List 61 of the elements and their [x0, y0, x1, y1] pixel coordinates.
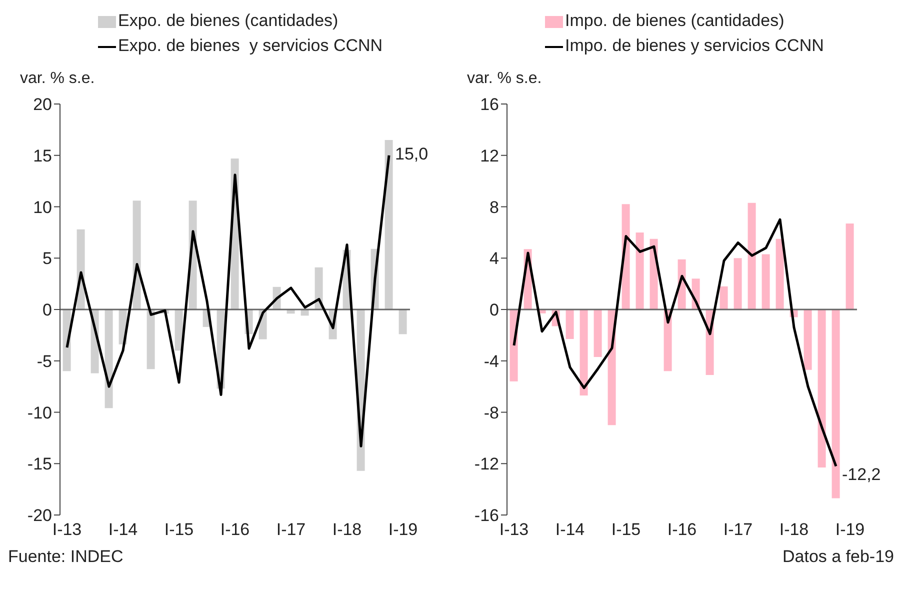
bar: [636, 232, 644, 310]
x-tick-label: I-17: [276, 520, 306, 540]
y-tick-label: -12: [474, 454, 499, 474]
y-tick-label: 10: [33, 198, 52, 217]
x-tick-label: I-15: [611, 520, 641, 540]
data-label: -12,2: [842, 465, 881, 484]
bar: [762, 254, 770, 310]
y-tick-label: 0: [42, 300, 52, 320]
text: Datos a feb-19: [781, 547, 894, 567]
legend-label: Impo. de bienes y servicios CCNN: [564, 35, 825, 57]
x-tick-label: I-19: [835, 520, 865, 540]
bar: [734, 258, 742, 310]
y-tick-label: 0: [490, 300, 499, 320]
y-tick-label: 20: [33, 95, 52, 114]
legend-label: Impo. de bienes (cantidades): [564, 10, 786, 32]
bar: [104, 310, 113, 408]
y-tick-label: 15: [33, 146, 52, 166]
bar: [566, 310, 574, 340]
y-axis-title: var. % s.e.: [19, 70, 96, 89]
bar: [776, 238, 784, 310]
x-tick-label: I-13: [499, 520, 529, 540]
source-note: Fuente: INDEC: [8, 547, 124, 567]
bar: [398, 310, 407, 334]
x-tick-label: I-18: [779, 520, 809, 540]
bar: [720, 286, 728, 310]
x-tick-label: I-15: [164, 520, 194, 540]
bar: [818, 310, 826, 468]
bar: [748, 202, 756, 310]
legend-label: Expo. de bienes y servicios CCNN: [117, 35, 384, 57]
y-tick-label: 4: [490, 249, 499, 268]
y-tick-label: -8: [484, 403, 499, 422]
x-tick-label: I-13: [52, 520, 82, 540]
y-tick-label: 12: [480, 146, 499, 166]
y-tick-label: 16: [480, 95, 499, 114]
y-tick-label: 8: [490, 198, 499, 217]
bar: [384, 140, 393, 310]
bar: [804, 310, 812, 370]
y-tick-label: -10: [27, 403, 52, 422]
legend-label: Expo. de bienes (cantidades): [117, 10, 340, 32]
y-tick-label: -20: [27, 506, 52, 526]
y-tick-label: 5: [42, 249, 52, 268]
x-tick-label: I-16: [667, 520, 697, 540]
bar: [146, 310, 155, 370]
x-tick-label: I-17: [723, 520, 753, 540]
y-axis-title: var. % s.e.: [466, 70, 543, 89]
x-tick-label: I-19: [388, 520, 418, 540]
y-tick-label: -5: [36, 352, 52, 371]
y-tick-label: -4: [484, 352, 499, 371]
bar: [846, 223, 854, 310]
y-tick-label: -15: [27, 454, 52, 474]
bar: [832, 310, 840, 498]
y-tick-label: -16: [474, 506, 499, 526]
x-tick-label: I-16: [220, 520, 250, 540]
x-tick-label: I-18: [332, 520, 362, 540]
x-tick-label: I-14: [555, 520, 585, 540]
bar: [580, 310, 588, 396]
line-series: [512, 218, 838, 468]
x-tick-label: I-14: [108, 520, 138, 540]
line-series: [66, 154, 390, 448]
data-label: 15,0: [395, 144, 428, 164]
bar: [594, 310, 602, 358]
